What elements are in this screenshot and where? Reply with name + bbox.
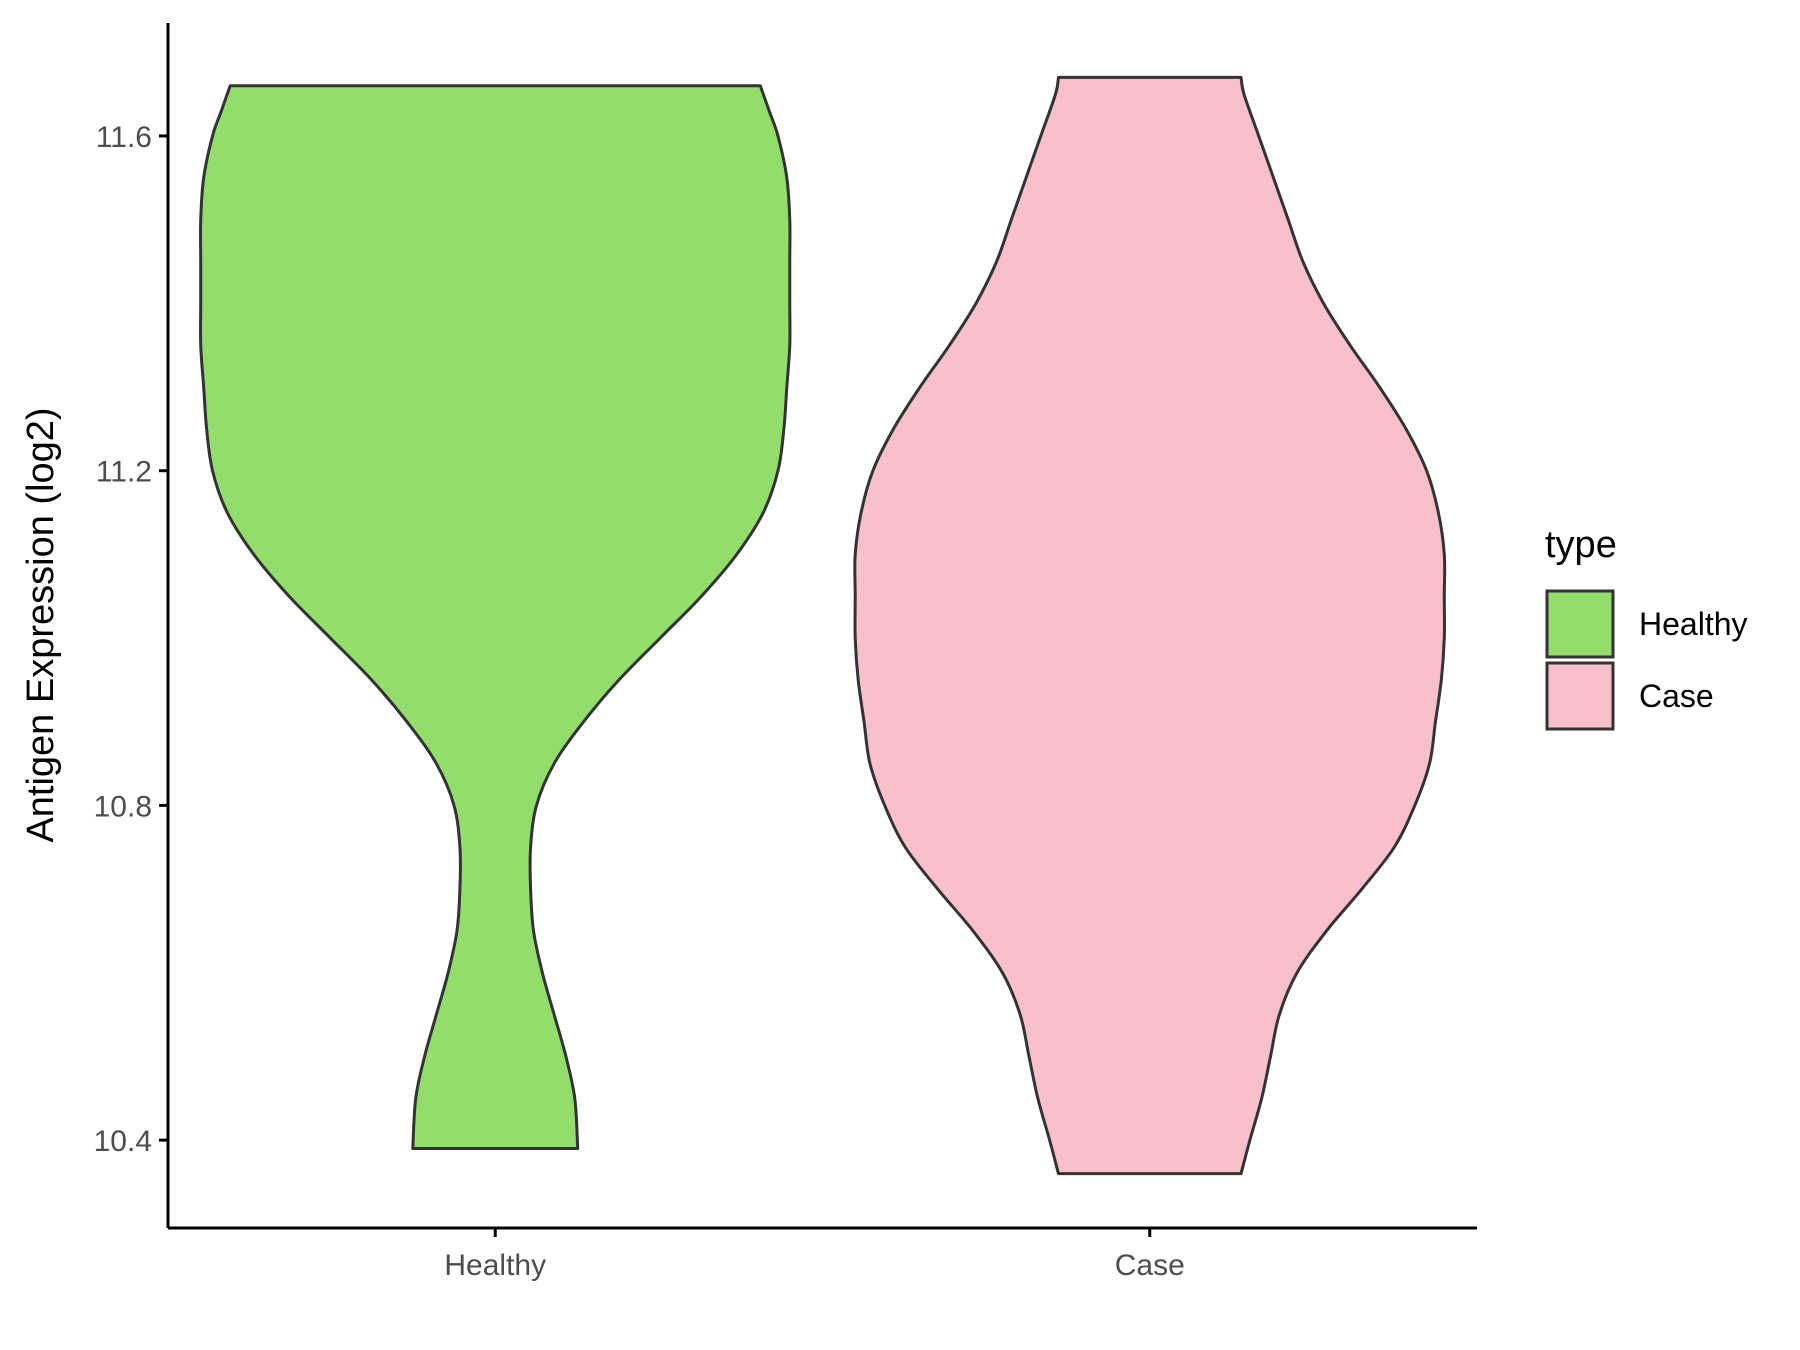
legend-swatch-healthy bbox=[1545, 589, 1615, 659]
legend: type Healthy Case bbox=[1545, 524, 1748, 731]
violin-healthy bbox=[199, 84, 792, 1150]
legend-swatch-case bbox=[1545, 661, 1615, 731]
y-tick-label: 10.8 bbox=[94, 790, 152, 823]
y-tick-label: 11.6 bbox=[96, 121, 152, 154]
y-tick-label: 10.4 bbox=[94, 1125, 152, 1158]
x-axis-ticks: Healthy Case bbox=[444, 1228, 1185, 1282]
legend-label-healthy: Healthy bbox=[1639, 606, 1748, 642]
x-tick-label: Case bbox=[1115, 1249, 1185, 1282]
plot-area bbox=[199, 75, 1447, 1176]
y-axis-title: Antigen Expression (log2) bbox=[20, 407, 62, 842]
y-axis-ticks: 10.4 10.8 11.2 11.6 bbox=[94, 121, 168, 1158]
violin-case bbox=[853, 75, 1447, 1176]
legend-title: type bbox=[1545, 524, 1617, 566]
x-tick-label: Healthy bbox=[444, 1249, 546, 1282]
y-tick-label: 11.2 bbox=[96, 456, 152, 489]
legend-label-case: Case bbox=[1639, 678, 1714, 714]
